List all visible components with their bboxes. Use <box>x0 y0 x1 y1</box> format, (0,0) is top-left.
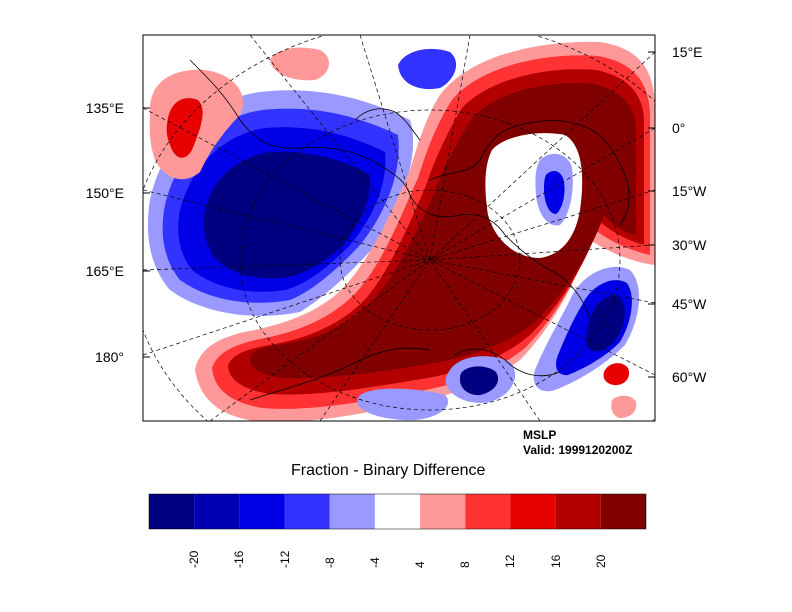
lon-label-0: 0° <box>672 120 686 136</box>
graticule <box>143 35 655 421</box>
colorbar-tick-label: 16 <box>548 554 563 568</box>
contour-blue-greenland <box>544 170 565 214</box>
colorbar-swatch <box>149 494 195 529</box>
colorbar-title: Fraction - Binary Difference <box>291 462 486 479</box>
colorbar-swatch <box>374 494 421 529</box>
lon-label-30w: 30°W <box>672 237 707 253</box>
contour-light-blue-north <box>398 48 457 90</box>
colorbar-outline <box>148 493 647 530</box>
colorbar-tick-label: 12 <box>503 554 518 568</box>
contour-light-blue-bottom <box>357 388 449 421</box>
lon-label-165e: 165°E <box>85 263 124 279</box>
colorbar-tick-label: -4 <box>367 557 382 568</box>
colorbar-tick-label: -8 <box>322 557 337 568</box>
contour-red-northwest <box>166 98 203 158</box>
contour-dark-blue-south <box>460 366 499 396</box>
colorbar-tick-label: 20 <box>593 554 608 568</box>
colorbar-tick-label: -20 <box>187 550 202 568</box>
colorbar-swatch <box>194 494 240 529</box>
colorbar-swatch <box>555 494 601 529</box>
colorbar-swatch <box>420 494 466 529</box>
lon-label-45w: 45°W <box>672 296 707 312</box>
colorbar-swatch <box>239 494 285 529</box>
map-frame <box>142 34 656 422</box>
colorbar-swatch <box>284 494 330 529</box>
lon-label-15e: 15°E <box>672 44 703 60</box>
lon-label-15w: 15°W <box>672 183 707 199</box>
colorbar-tick-label: 4 <box>413 561 428 568</box>
contour-dark-blue-southeast <box>586 295 625 352</box>
coastlines <box>189 59 630 401</box>
colorbar-swatch <box>329 494 375 529</box>
colorbar <box>148 493 647 530</box>
contour-light-red-southeast-corner <box>611 395 637 418</box>
colorbar-swatch <box>600 494 646 529</box>
contour-field <box>143 35 655 421</box>
colorbar-tick-label: -12 <box>277 550 292 568</box>
contour-red-southeast-dot <box>603 363 630 386</box>
colorbar-tick-label: -16 <box>232 550 247 568</box>
lon-label-180: 180° <box>95 349 124 365</box>
axis-ticks <box>143 51 655 378</box>
contour-dark-blue-west <box>203 151 371 279</box>
contour-light-red-north <box>270 47 330 81</box>
colorbar-swatch <box>465 494 511 529</box>
colorbar-swatch <box>510 494 556 529</box>
field-name: MSLP <box>523 428 557 442</box>
colorbar-tick-label: 8 <box>458 561 473 568</box>
lon-label-60w: 60°W <box>672 369 707 385</box>
lon-label-150e: 150°E <box>85 185 124 201</box>
valid-time: Valid: 1999120200Z <box>523 443 633 457</box>
lon-label-135e: 135°E <box>85 100 124 116</box>
